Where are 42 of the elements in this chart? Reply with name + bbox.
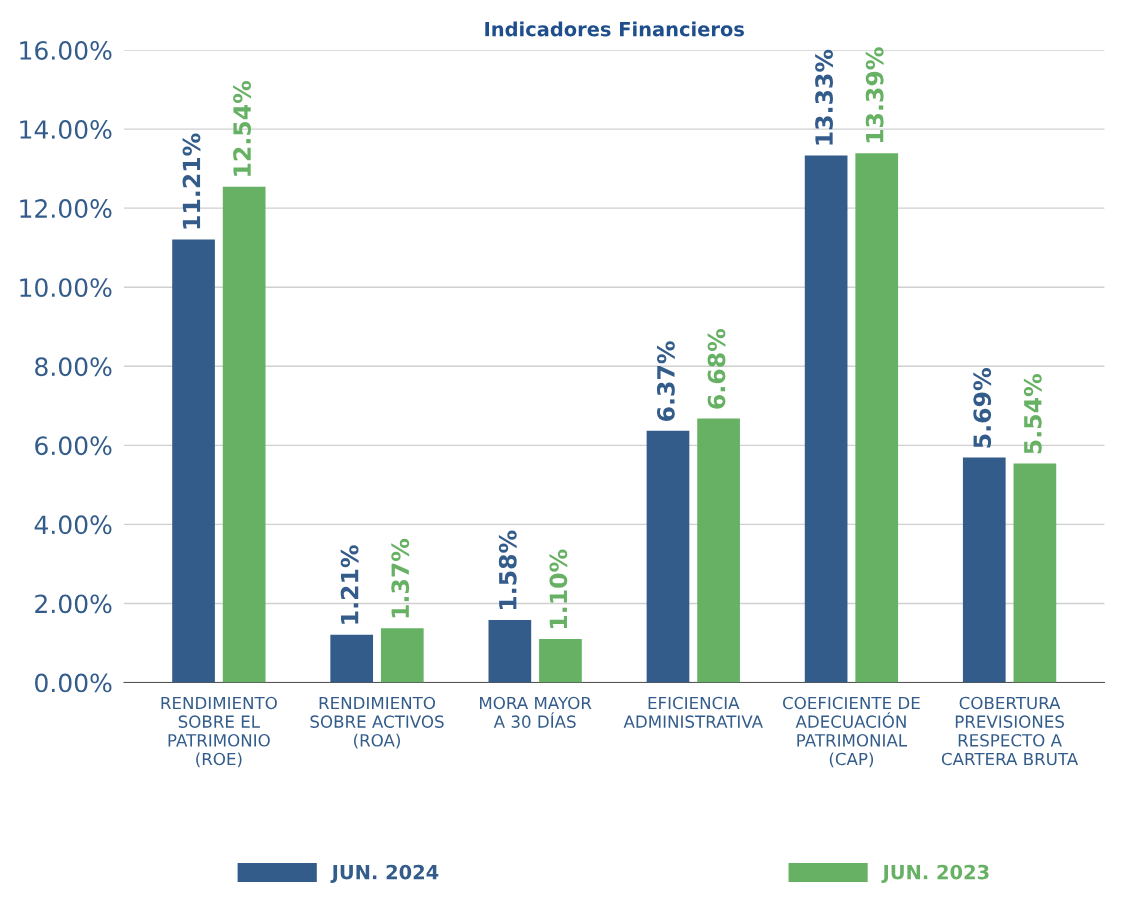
data-label: 1.58% [498,530,517,610]
bar [962,457,1006,683]
data-label: 13.33% [815,49,833,145]
data-label: 1.10% [549,549,568,629]
bar [855,153,899,683]
data-label: 5.54% [1023,374,1042,454]
y-tick-label: 8.00% [35,357,112,377]
y-tick-label: 0.00% [35,673,112,693]
y-tick-label: 10.00% [20,278,112,298]
y-tick-label: 16.00% [20,40,112,60]
x-tick-label: RENDIMIENTO SOBRE ACTIVOS (ROA) [310,696,444,749]
y-tick-label: 14.00% [20,120,112,139]
x-tick-label: MORA MAYOR A 30 DÍAS [480,696,592,728]
bar [488,620,532,683]
x-tick-label: COBERTURA PREVISIONES RESPECTO A CARTERA BRUTA [941,696,1079,766]
x-tick-label: EFICIENCIA ADMINISTRATIVA [623,696,763,728]
data-label: 5.69% [973,368,992,448]
bar [172,239,215,683]
bar [330,634,374,683]
legend-label: JUN. 2023 [881,864,989,884]
chart-title: Indicadores Financieros [485,21,744,37]
data-label: 1.37% [391,538,410,618]
x-tick-label: RENDIMIENTO SOBRE EL PATRIMONIO (ROE) [161,696,277,768]
data-label: 11.21% [182,133,201,229]
bar [646,430,690,683]
y-tick-label: 2.00% [35,594,112,614]
bar [697,418,740,683]
data-label: 13.39% [865,47,884,143]
data-label: 1.21% [340,545,359,624]
data-label: 12.54% [233,80,252,176]
y-tick-label: 12.00% [20,199,112,219]
data-label: 6.37% [656,341,675,421]
data-label: 6.68% [707,328,726,409]
x-tick-label: COEFICIENTE DE ADECUACIÓN PATRIMONIAL (CAP) [783,696,920,768]
bar [222,186,266,683]
bar [804,155,848,683]
bar [539,639,582,683]
bar [380,628,424,683]
y-tick-label: 6.00% [35,436,112,456]
y-tick-label: 4.00% [34,515,112,535]
legend-label: JUN. 2024 [330,864,439,884]
bar [1013,463,1057,683]
